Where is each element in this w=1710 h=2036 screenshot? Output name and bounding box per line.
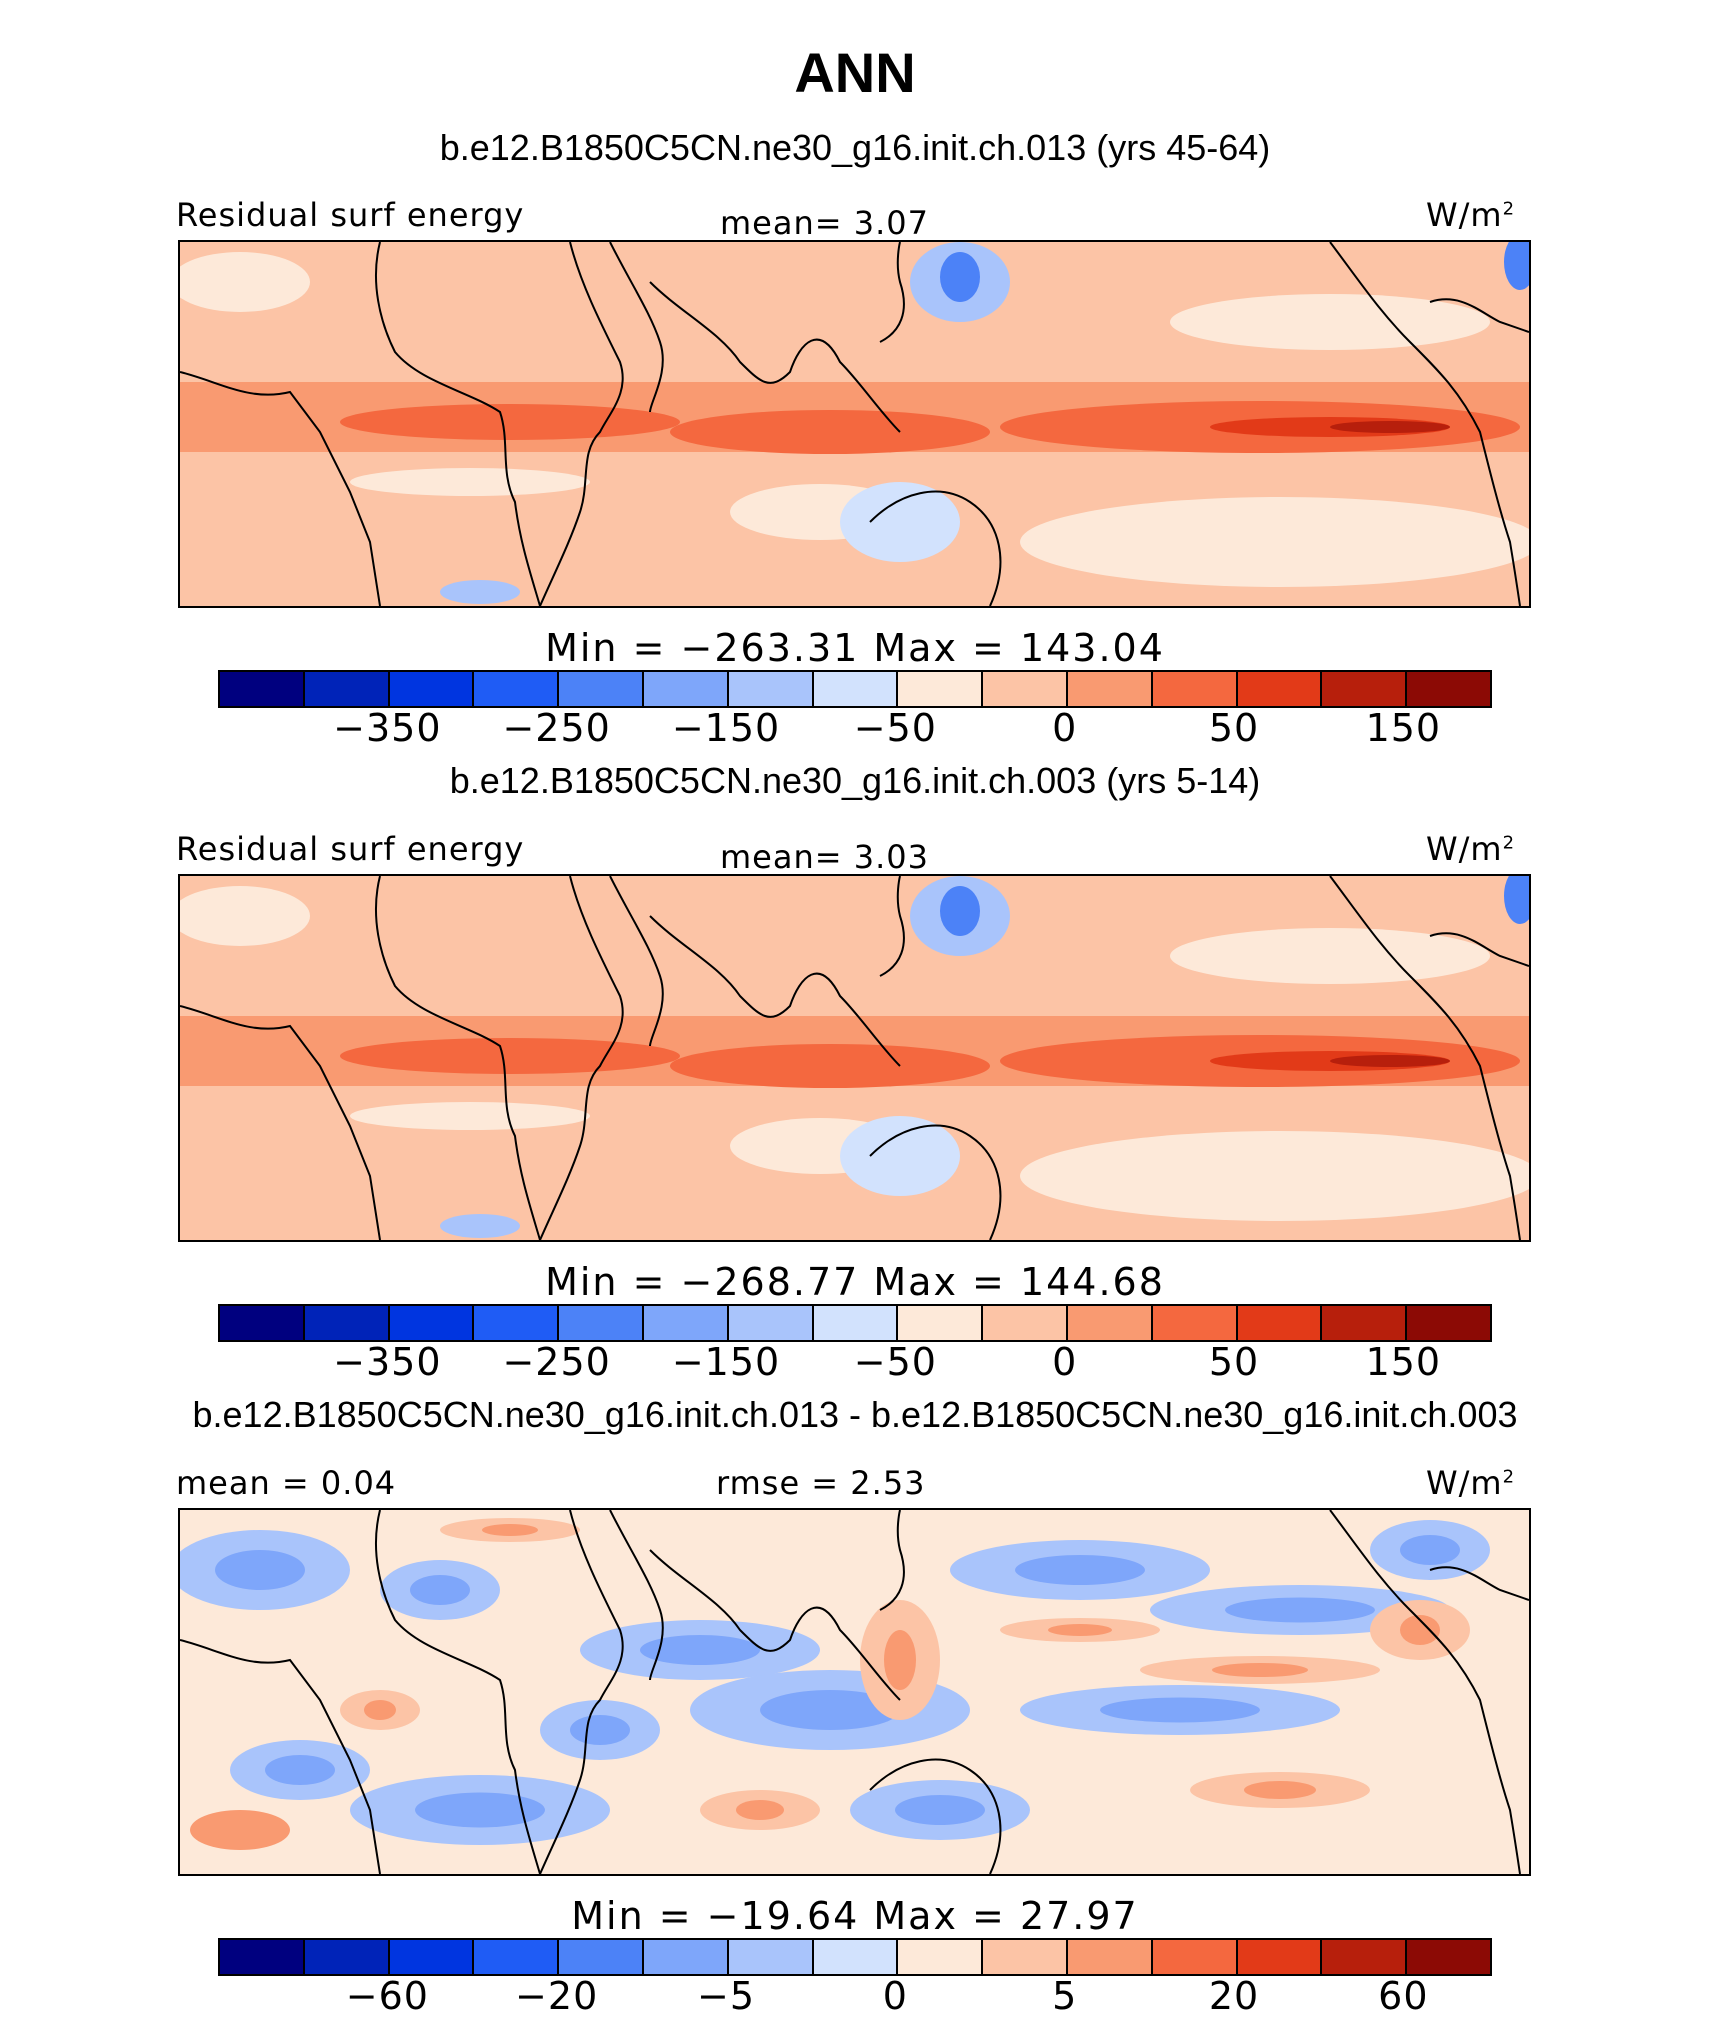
colorbar-swatch [1067,1940,1153,1974]
colorbar-swatch [1407,672,1490,706]
colorbar-swatch [898,672,984,706]
colorbar-swatch [1152,1940,1238,1974]
colorbar-swatch [389,1940,475,1974]
colorbar-tick-label: 150 [1365,706,1442,750]
colorbar-tick-label: −150 [671,1340,781,1384]
colorbar-tick-label: −60 [345,1974,429,2018]
page-title: ANN [794,41,916,104]
colorbar-swatch [389,1306,475,1340]
colorbar-swatch [474,1940,560,1974]
panel-1-mean-label: mean= 3.07 [720,204,929,242]
colorbar-swatch [643,672,729,706]
panel-3-minmax: Min = −19.64 Max = 27.97 [571,1894,1139,1938]
colorbar-tick-label: −50 [853,1340,937,1384]
colorbar-swatch [304,1940,390,1974]
colorbar-swatch [1067,672,1153,706]
colorbar-swatch [1152,1306,1238,1340]
colorbar-tick-label: 5 [1052,1974,1078,2018]
colorbar-swatch [1152,672,1238,706]
panel-2-map [178,874,1531,1242]
colorbar-swatch [813,1306,899,1340]
panel-3-colorbar [218,1938,1492,1976]
panel-3-rmse-label: rmse = 2.53 [716,1464,926,1502]
panel-2-mean-label: mean= 3.03 [720,838,929,876]
colorbar-tick-label: 0 [1052,1340,1078,1384]
colorbar-tick-label: 150 [1365,1340,1442,1384]
colorbar-tick-label: −250 [502,706,611,750]
colorbar-swatch [983,672,1068,706]
colorbar-swatch [1237,672,1323,706]
colorbar-swatch [728,1306,814,1340]
panel-1-unit-label: W/m2 [1426,196,1516,234]
colorbar-swatch [1237,1306,1323,1340]
map-field [180,876,1529,1240]
colorbar-swatch [728,672,814,706]
colorbar-swatch [559,1940,644,1974]
colorbar-swatch [559,672,644,706]
panel-2-variable-label: Residual surf energy [176,830,525,868]
colorbar-swatch [813,672,899,706]
colorbar-tick-label: −150 [671,706,781,750]
colorbar-swatch [389,672,475,706]
panel-1-case-title: b.e12.B1850C5CN.ne30_g16.init.ch.013 (yr… [439,127,1271,168]
panel-3-map [178,1508,1531,1876]
panel-2-colorbar [218,1304,1492,1342]
panel-2-colorbar-ticks: −350 −250 −150 −50 0 50 150 [218,1340,1488,1390]
colorbar-tick-label: −350 [333,1340,442,1384]
colorbar-tick-label: −5 [696,1974,756,2018]
colorbar-swatch [983,1306,1068,1340]
colorbar-swatch [1067,1306,1153,1340]
panel-2-unit-label: W/m2 [1426,830,1516,868]
panel-1-map [178,240,1531,608]
panel-1-colorbar [218,670,1492,708]
colorbar-swatch [1407,1940,1490,1974]
colorbar-tick-label: 0 [882,1974,908,2018]
colorbar-swatch [898,1940,984,1974]
colorbar-swatch [898,1306,984,1340]
panel-3-colorbar-ticks: −60 −20 −5 0 5 20 60 [218,1974,1488,2024]
colorbar-swatch [304,672,390,706]
colorbar-swatch [474,1306,560,1340]
colorbar-swatch [1322,672,1408,706]
colorbar-swatch [1407,1306,1490,1340]
colorbar-swatch [983,1940,1068,1974]
map-field [180,242,1529,606]
colorbar-swatch [643,1306,729,1340]
colorbar-swatch [1322,1940,1408,1974]
panel-2-case-title: b.e12.B1850C5CN.ne30_g16.init.ch.003 (yr… [449,760,1261,801]
colorbar-swatch [643,1940,729,1974]
colorbar-tick-label: 20 [1208,1974,1260,2018]
colorbar-tick-label: 0 [1052,706,1078,750]
map-field [180,1510,1529,1874]
colorbar-swatch [1322,1306,1408,1340]
panel-1-colorbar-ticks: −350 −250 −150 −50 0 50 150 [218,706,1488,756]
colorbar-tick-label: −20 [515,1974,599,2018]
colorbar-tick-label: −50 [853,706,937,750]
panel-1-minmax: Min = −263.31 Max = 143.04 [545,626,1165,670]
colorbar-swatch [1237,1940,1323,1974]
colorbar-tick-label: −350 [333,706,442,750]
panel-3-unit-label: W/m2 [1426,1464,1516,1502]
colorbar-swatch [220,1940,305,1974]
panel-1-variable-label: Residual surf energy [176,196,525,234]
colorbar-swatch [559,1306,644,1340]
panel-3-mean-label: mean = 0.04 [176,1464,397,1502]
colorbar-swatch [813,1940,899,1974]
colorbar-swatch [304,1306,390,1340]
colorbar-tick-label: 60 [1378,1974,1429,2018]
panel-2-minmax: Min = −268.77 Max = 144.68 [545,1260,1165,1304]
colorbar-swatch [474,672,560,706]
colorbar-tick-label: 50 [1208,1340,1260,1384]
colorbar-swatch [220,1306,305,1340]
colorbar-swatch [220,672,305,706]
colorbar-tick-label: −250 [502,1340,611,1384]
colorbar-tick-label: 50 [1208,706,1260,750]
colorbar-swatch [728,1940,814,1974]
panel-3-case-title: b.e12.B1850C5CN.ne30_g16.init.ch.013 - b… [192,1394,1518,1435]
